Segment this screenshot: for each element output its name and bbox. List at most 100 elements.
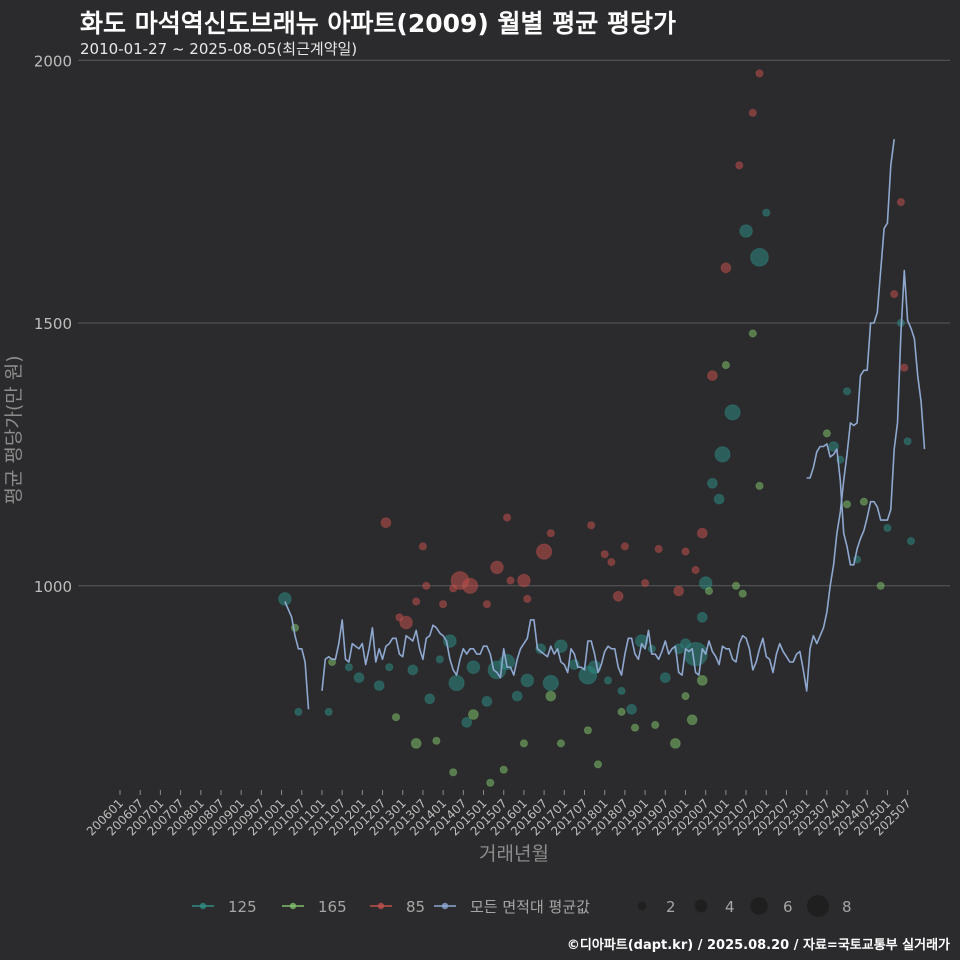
legend-key-dot (289, 902, 297, 910)
legend-label: 85 (406, 898, 425, 916)
data-point-165 (556, 739, 566, 748)
data-point-165 (842, 500, 852, 509)
data-point-85 (536, 543, 553, 560)
data-point-85 (696, 527, 708, 539)
data-point-85 (720, 262, 732, 274)
data-point-125 (353, 672, 365, 684)
data-point-125 (659, 672, 671, 684)
legend: 125 165 85 모든 면적대 평균값 2 4 6 8 (192, 894, 852, 918)
data-point-85 (503, 513, 512, 522)
legend-key-dot (377, 902, 385, 910)
chart-subtitle: 2010-01-27 ~ 2025-08-05(최근계약일) (80, 40, 358, 58)
data-point-125 (443, 634, 457, 648)
y-tick-label: 2000 (34, 52, 72, 70)
legend-size-dot (806, 894, 830, 918)
data-point-125 (424, 693, 436, 705)
data-point-125 (739, 224, 753, 238)
data-point-125 (707, 477, 718, 489)
data-point-85 (900, 363, 909, 372)
data-point-125 (385, 663, 394, 672)
data-point-165 (630, 723, 640, 732)
data-point-165 (617, 707, 626, 717)
legend-size-dot (694, 899, 708, 913)
data-point-125 (324, 707, 333, 717)
data-point-165 (876, 581, 885, 590)
data-point-125 (466, 660, 481, 675)
legend-label: 125 (228, 898, 257, 916)
data-point-165 (499, 765, 508, 774)
data-point-85 (587, 521, 596, 530)
legend-size-dot (637, 901, 647, 911)
data-point-125 (883, 523, 892, 533)
data-point-85 (707, 370, 718, 382)
data-point-165 (519, 739, 529, 748)
data-point-85 (546, 529, 555, 538)
data-point-85 (755, 69, 764, 78)
data-point-125 (617, 686, 626, 696)
data-point-165 (748, 329, 757, 338)
data-point-125 (481, 696, 493, 707)
data-point-125 (762, 208, 771, 217)
data-point-165 (432, 736, 441, 745)
data-point-125 (535, 643, 547, 655)
data-point-165 (593, 760, 603, 769)
source-caption: ©디아파트(dapt.kr) / 2025.08.20 / 자료=국토교통부 실… (566, 938, 950, 953)
data-point-85 (399, 615, 413, 630)
data-point-85 (380, 517, 392, 529)
data-point-125 (713, 493, 725, 505)
data-point-125 (604, 676, 613, 685)
y-axis-ticks: 1000 1500 2000 (34, 52, 72, 596)
data-point-85 (620, 542, 630, 551)
average-line-segment (321, 138, 895, 692)
data-point-85 (422, 581, 431, 590)
data-point-125 (683, 641, 708, 667)
average-line (284, 138, 926, 710)
data-point-85 (462, 577, 479, 594)
data-point-125 (542, 674, 559, 692)
data-point-165 (731, 581, 741, 590)
data-point-125 (626, 703, 637, 715)
data-point-85 (439, 600, 448, 609)
data-point-85 (517, 573, 531, 588)
data-point-85 (654, 544, 663, 554)
data-point-165 (681, 692, 690, 701)
data-point-125 (294, 707, 303, 717)
data-point-165 (755, 481, 764, 490)
legend-key-dot (441, 902, 449, 910)
data-point-85 (523, 594, 532, 604)
data-point-125 (750, 247, 769, 267)
data-point-125 (435, 655, 444, 664)
legend-size-dot (750, 897, 768, 915)
data-point-125 (344, 663, 353, 672)
data-point-125 (714, 446, 731, 463)
data-point-165 (449, 768, 458, 777)
scatter-points (278, 69, 916, 787)
data-point-165 (859, 497, 869, 506)
data-point-125 (828, 441, 839, 452)
data-point-85 (890, 290, 899, 299)
legend-label: 모든 면적대 평균값 (470, 898, 590, 916)
legend-key-dot (199, 902, 207, 910)
legend-size-label: 6 (783, 898, 793, 916)
data-point-165 (391, 713, 401, 722)
data-point-85 (412, 597, 421, 606)
y-tick-label: 1500 (34, 315, 72, 333)
data-point-165 (696, 675, 708, 686)
data-point-125 (278, 592, 292, 606)
data-point-85 (600, 550, 609, 559)
data-point-85 (748, 108, 757, 117)
data-point-125 (724, 404, 741, 421)
data-point-125 (373, 680, 385, 691)
data-point-165 (704, 586, 714, 596)
data-point-85 (691, 565, 700, 575)
data-point-125 (842, 387, 852, 396)
average-line-segment (806, 269, 926, 566)
data-point-165 (583, 726, 593, 735)
chart-title: 화도 마석역신도브래뉴 아파트(2009) 월별 평균 평당가 (80, 9, 676, 38)
legend-size-label: 4 (725, 898, 735, 916)
x-axis-ticks: 2006012006072007012007072008012008072009… (84, 790, 914, 839)
y-axis-title: 평균 평당가(만 원) (3, 355, 25, 504)
average-line-segment (284, 601, 310, 710)
data-point-165 (651, 720, 660, 730)
